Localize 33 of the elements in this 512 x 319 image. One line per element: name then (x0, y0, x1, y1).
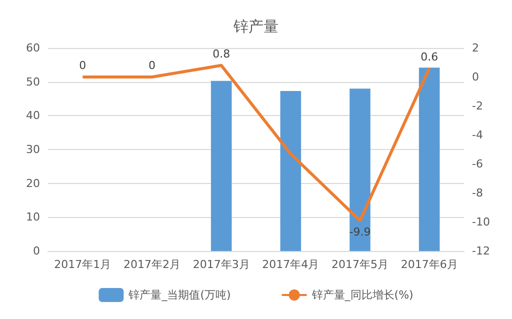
x-tick-label: 2017年6月 (400, 258, 458, 271)
data-label: 0 (148, 59, 156, 72)
data-label: -9.9 (349, 226, 371, 239)
bar (210, 80, 232, 251)
y-tick-label: 0 (33, 244, 40, 258)
x-tick-label: 2017年1月 (54, 258, 112, 271)
data-label: 0.8 (212, 47, 230, 60)
y2-tick-label: -6 (472, 158, 483, 170)
y2-tick-label: -8 (472, 186, 483, 200)
bar (350, 88, 370, 251)
y-tick-label: 30 (26, 143, 40, 156)
y-tick-label: 50 (26, 75, 40, 88)
bar (280, 90, 302, 251)
x-tick-label: 2017年3月 (192, 258, 250, 271)
y2-tick-label: 0 (472, 70, 479, 84)
y-tick-label: 10 (26, 210, 40, 224)
bar (418, 68, 440, 251)
legend-label: 锌产量_同比增长(%) (310, 288, 414, 302)
y2-tick-label: -10 (472, 216, 490, 228)
y2-tick-label: 2 (472, 42, 479, 54)
chart-title: 锌产量 (232, 18, 278, 36)
legend-label: 锌产量_当期值(万吨) (128, 288, 231, 302)
y2-tick-label: -12 (472, 244, 490, 258)
y2-tick-label: -2 (472, 100, 483, 112)
x-tick-label: 2017年5月 (332, 258, 388, 271)
y-tick-label: 60 (26, 42, 40, 54)
y-tick-label: 20 (26, 176, 40, 190)
x-tick-label: 2017年2月 (124, 258, 180, 271)
data-label: 0 (79, 59, 86, 72)
x-tick-label: 2017年4月 (262, 258, 320, 271)
y2-tick-label: -4 (472, 128, 483, 142)
data-label: 0.6 (420, 50, 438, 64)
y-tick-label: 40 (26, 109, 40, 122)
